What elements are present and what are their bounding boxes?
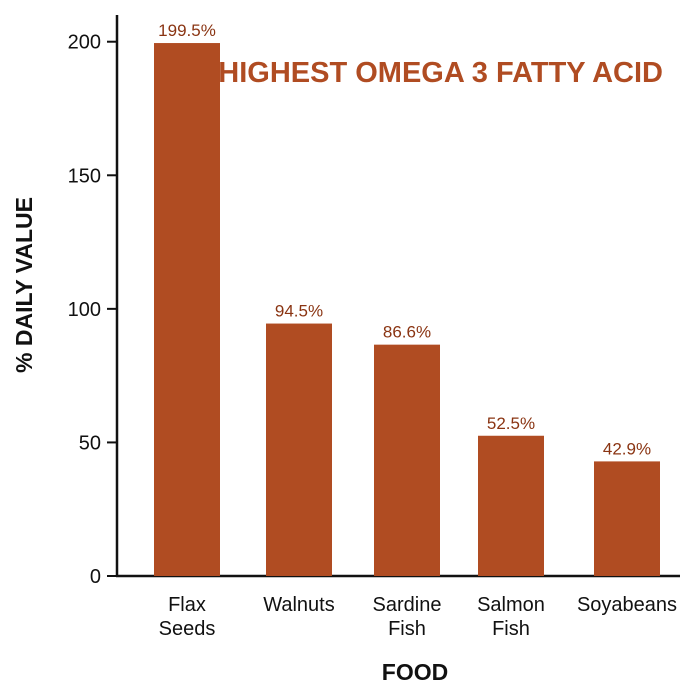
category-label: Salmon	[477, 594, 545, 616]
category-label: Fish	[492, 618, 530, 640]
y-axis-title: % DAILY VALUE	[11, 197, 37, 373]
category-label: Fish	[388, 618, 426, 640]
bar-value-label: 86.6%	[383, 323, 431, 342]
bar-value-label: 52.5%	[487, 414, 535, 433]
y-tick-label: 0	[90, 566, 101, 588]
category-label: Walnuts	[263, 594, 335, 616]
bar	[266, 323, 332, 576]
bar	[154, 43, 220, 577]
bar	[478, 435, 544, 576]
y-tick-label: 50	[79, 432, 101, 454]
category-label: Sardine	[373, 594, 442, 616]
x-axis-title: FOOD	[382, 659, 448, 685]
category-label: Seeds	[159, 618, 216, 640]
y-tick-label: 200	[68, 32, 101, 54]
chart-title: HIGHEST OMEGA 3 FATTY ACID	[218, 57, 663, 89]
bars	[154, 43, 660, 577]
bar-value-label: 94.5%	[275, 302, 323, 321]
bar-value-label: 199.5%	[158, 21, 216, 40]
category-label: Soyabeans	[577, 594, 677, 616]
category-label: Flax	[168, 594, 206, 616]
bar	[374, 344, 440, 576]
bar	[594, 461, 660, 576]
labels: 199.5%FlaxSeeds94.5%Walnuts86.6%SardineF…	[158, 21, 677, 640]
y-tick-label: 150	[68, 165, 101, 187]
y-tick-label: 100	[68, 299, 101, 321]
bar-value-label: 42.9%	[603, 439, 651, 458]
